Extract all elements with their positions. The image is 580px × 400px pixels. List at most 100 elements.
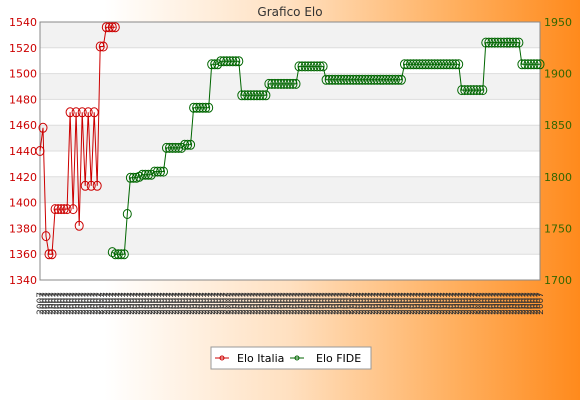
data-point [255,90,265,101]
x-tick-label: 2007 [253,292,263,315]
data-point [107,247,117,258]
x-tick-label: 2007 [141,292,151,315]
data-point [342,74,352,85]
data-point [35,146,45,156]
data-point [381,74,391,85]
x-tick-label: 2007 [226,292,236,315]
right-tick-label: 1750 [544,222,572,235]
data-point [264,78,274,89]
x-tick-label: 2007 [193,292,203,315]
x-tick-label: 2007 [45,292,55,315]
data-point [457,85,467,96]
data-point [243,90,253,101]
x-tick-label: 2007 [500,292,510,315]
data-point [249,90,259,101]
data-point [110,22,120,33]
data-point [116,249,126,260]
data-point [113,249,123,260]
data-point [291,78,301,89]
data-point [297,61,307,72]
data-point [159,166,168,177]
x-tick-label: 2007 [434,292,444,315]
x-tick-label: 2007 [497,292,507,315]
data-point [490,37,500,48]
data-point [261,90,271,101]
x-tick-label: 2007 [533,292,543,315]
x-tick-label: 2007 [331,292,341,315]
data-point [98,41,108,52]
left-tick-label: 1440 [9,145,37,158]
x-tick-label: 2007 [268,292,278,315]
x-tick-label: 2007 [241,292,251,315]
x-tick-label: 2007 [403,292,413,315]
data-point [493,37,503,48]
x-tick-label: 2007 [120,292,130,315]
data-point [146,169,156,180]
x-tick-label: 2007 [316,292,326,315]
x-tick-label: 2007 [156,292,166,315]
data-point [393,74,403,85]
data-point [65,107,75,118]
data-point [336,74,346,85]
data-point [390,74,400,85]
x-tick-label: 2007 [220,292,230,315]
x-tick-label: 2007 [413,292,423,315]
data-point [140,169,150,180]
data-point [128,172,138,183]
x-tick-label: 2007 [437,292,447,315]
left-tick-label: 1520 [9,42,37,55]
x-tick-label: 2007 [190,292,200,315]
data-point [387,74,397,85]
data-point [198,102,208,113]
data-point [430,59,440,70]
x-tick-label: 2007 [211,292,221,315]
data-point [300,61,310,72]
x-tick-label: 2007 [313,292,323,315]
x-tick-label: 2007 [280,292,290,315]
x-tick-label: 2007 [382,292,392,315]
series-lines [35,22,545,260]
plot-band [40,254,540,280]
data-point [89,107,99,118]
x-tick-label: 2007 [259,292,269,315]
data-point [321,74,331,85]
data-point [415,59,424,70]
data-point [207,59,217,70]
data-point [143,169,153,180]
x-tick-label: 2007 [443,292,453,315]
x-tick-label: 2007 [373,292,383,315]
data-point [309,61,319,72]
x-tick-label: 2007 [271,292,281,315]
x-tick-label: 2007 [452,292,462,315]
data-point [330,74,340,85]
x-tick-label: 2007 [93,292,103,315]
x-tick-label: 2007 [54,292,64,315]
x-tick-label: 2007 [202,292,212,315]
data-point [424,59,434,70]
x-tick-label: 2007 [208,292,218,315]
left-tick-label: 1420 [9,171,37,184]
x-tick-label: 2007 [123,292,133,315]
plot-band [40,176,540,203]
data-point [315,61,325,72]
plot-bands [40,22,540,280]
data-point [44,249,54,260]
x-tick-label: 2007 [60,292,70,315]
x-tick-label: 2007 [223,292,233,315]
x-tick-label: 2007 [494,292,504,315]
x-tick-label: 2007 [102,292,112,315]
data-point [80,180,90,191]
data-point [153,166,162,177]
data-point [427,59,437,70]
data-point [101,22,111,33]
data-point [487,37,497,48]
x-tick-label: 2007 [509,292,519,315]
x-tick-label: 2007 [163,292,173,315]
x-tick-label: 2007 [352,292,362,315]
data-point [246,90,256,101]
x-tick-label: 2007 [262,292,272,315]
x-tick-label: 2007 [187,292,197,315]
data-point [409,59,418,70]
